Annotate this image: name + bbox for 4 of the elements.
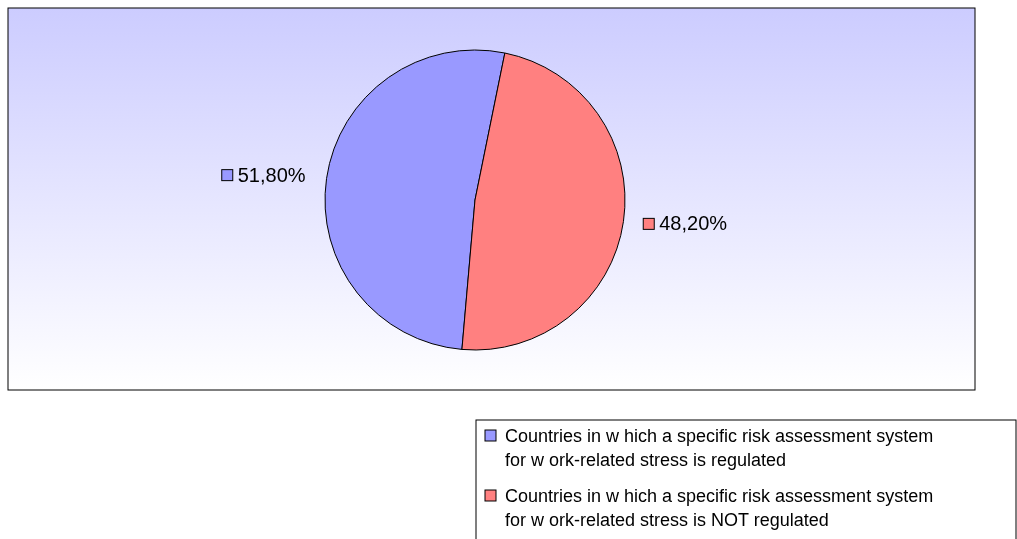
data-label: 51,80%	[237, 163, 306, 186]
data-label: 48,20%	[659, 212, 728, 235]
legend-label: Countries in w hich a specific risk assessment system for w ork-related stress is NOT regulated	[505, 486, 934, 530]
legend-label: Countries in w hich a specific risk assessment system for w ork-related stress is regulated	[505, 426, 934, 470]
